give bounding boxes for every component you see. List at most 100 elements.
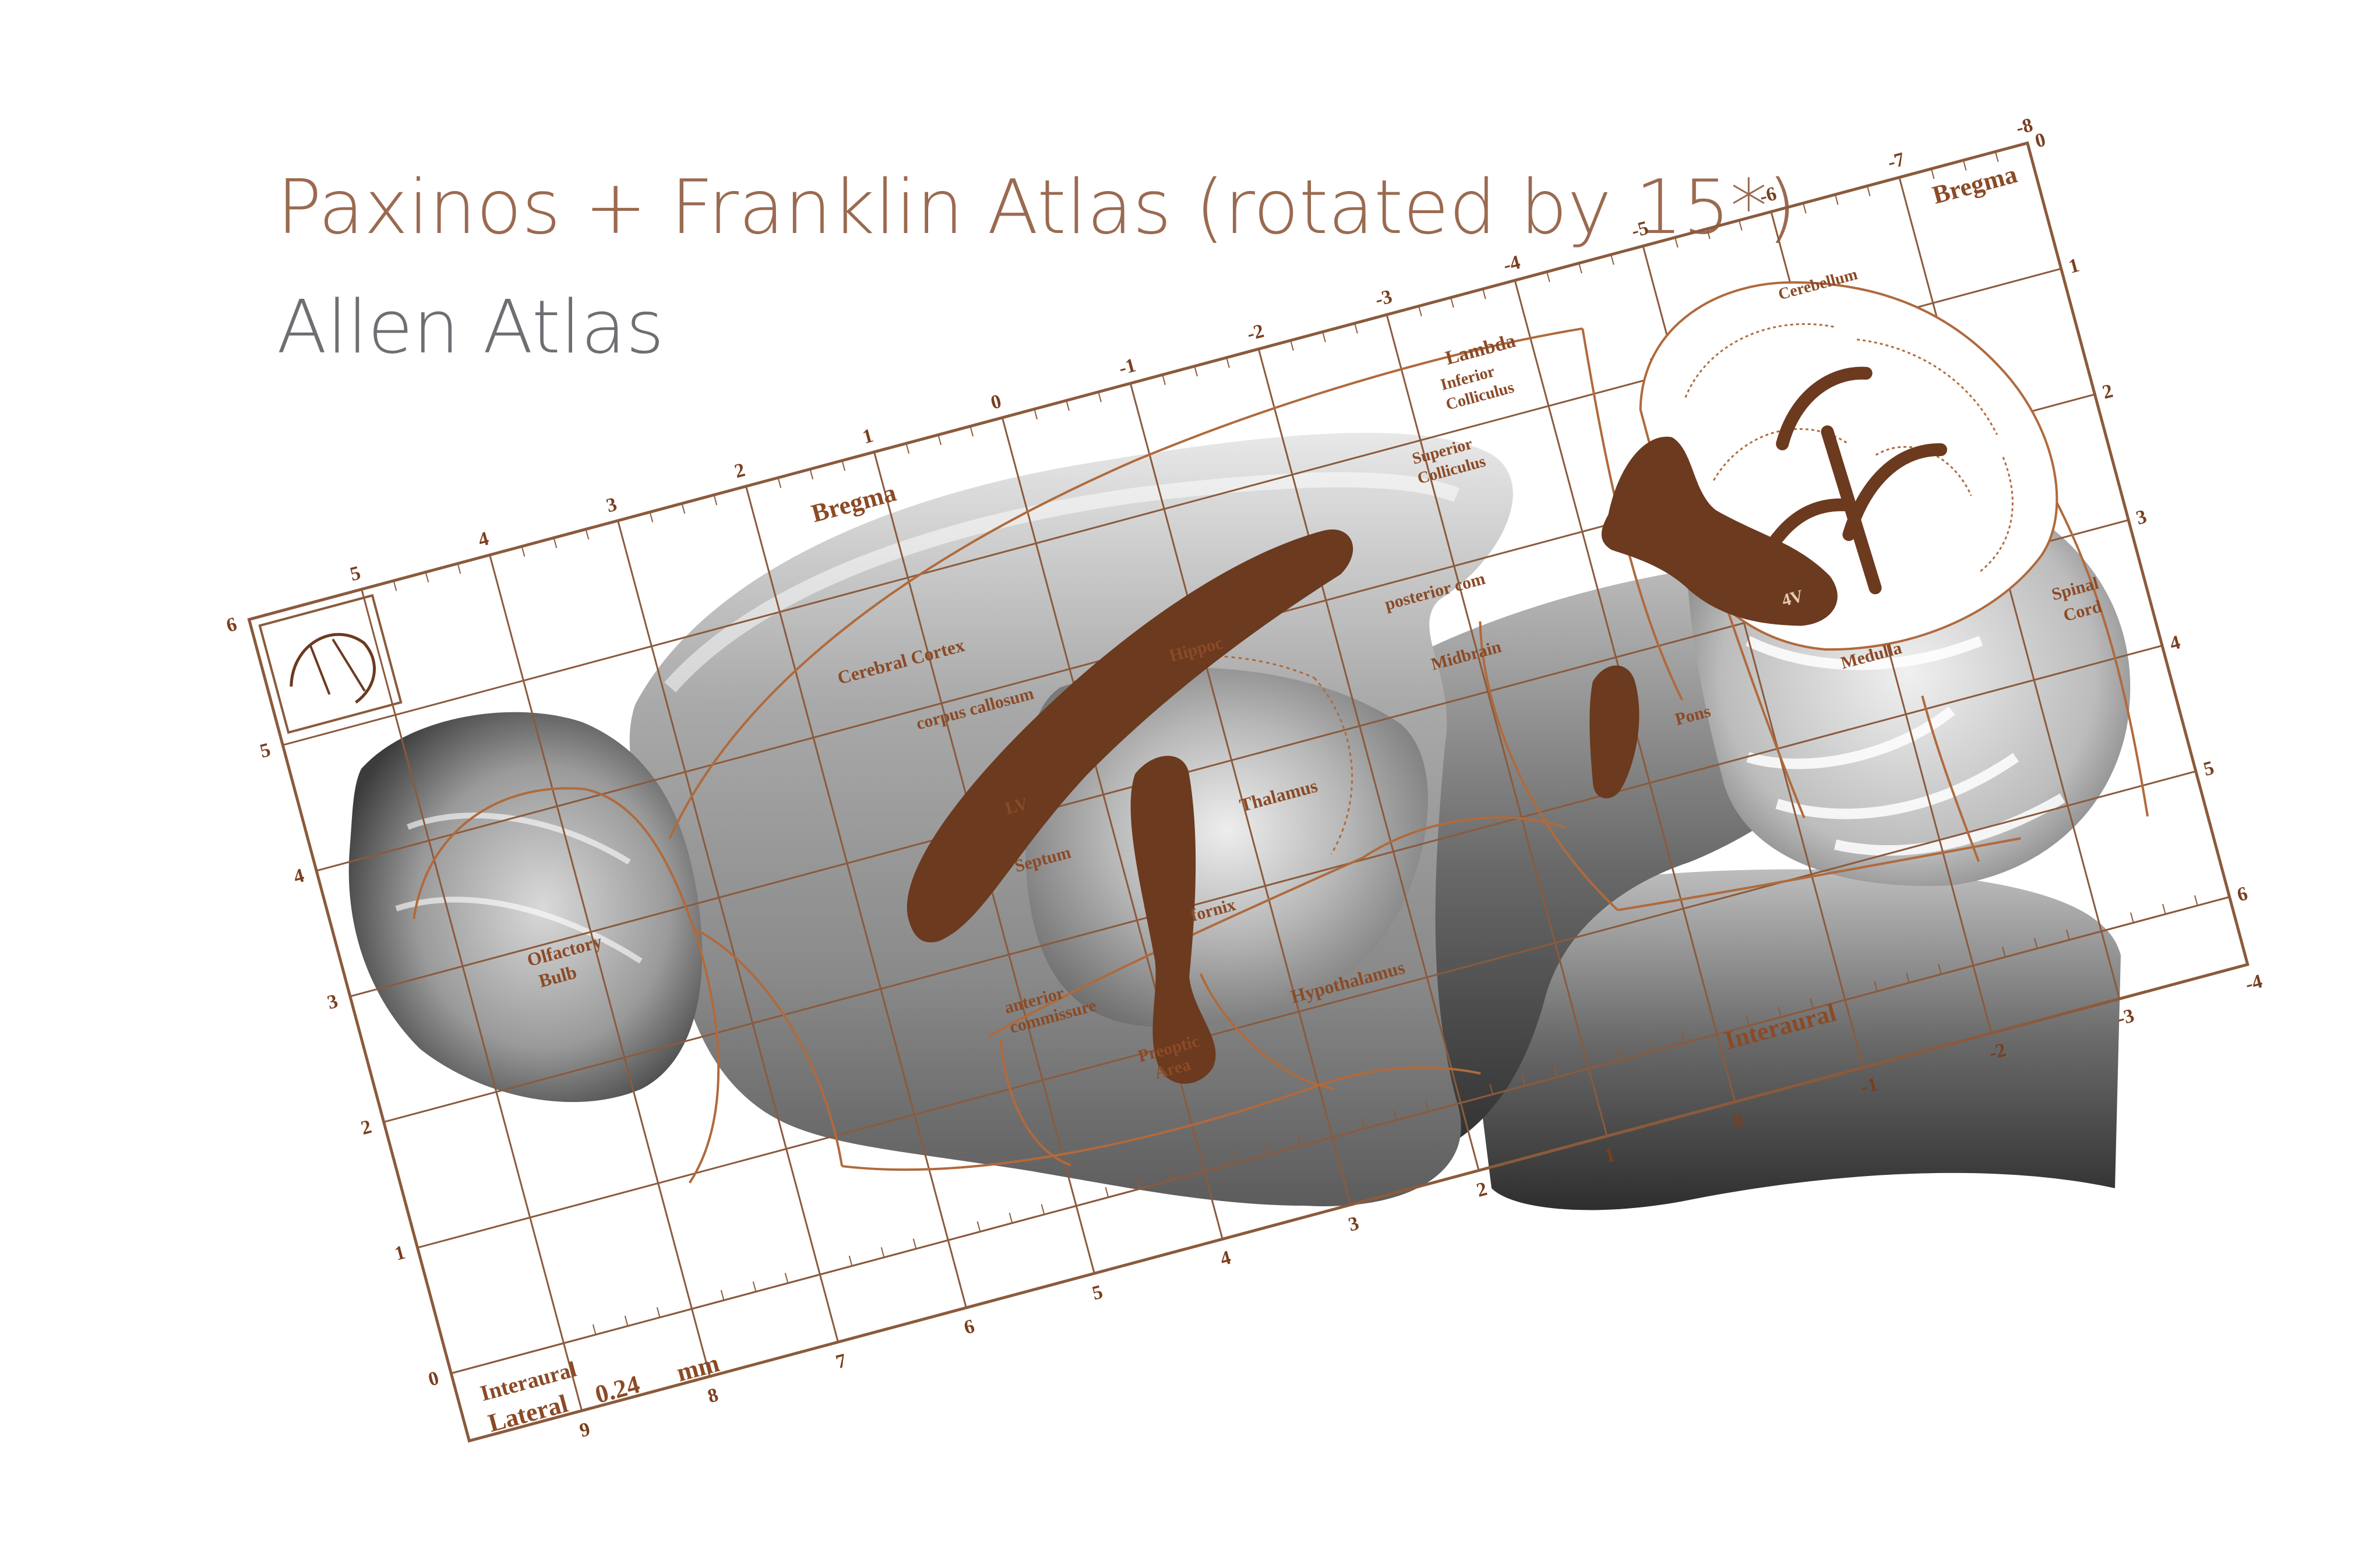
grid-minor-tick: [1329, 1126, 1334, 1138]
grid-minor-tick: [937, 435, 942, 446]
lateral-ventricle: [907, 529, 1353, 942]
grid-minor-tick: [1746, 1015, 1750, 1026]
tick-top: -4: [1501, 252, 1522, 277]
grid-minor-tick: [457, 563, 461, 574]
tick-left: 6: [224, 613, 239, 637]
grid-minor-tick: [1585, 1058, 1589, 1069]
grid-minor-tick: [1649, 1041, 1654, 1052]
grid-minor-tick: [1994, 151, 1999, 162]
grid-minor-tick: [944, 1230, 949, 1241]
tick-top: -1: [1117, 354, 1138, 379]
grid-minor-tick: [1002, 417, 1006, 428]
grid-minor-tick: [1810, 998, 1814, 1009]
tick-right: 0: [2033, 129, 2048, 152]
grid-minor-tick: [1137, 1178, 1141, 1189]
inset-box: [258, 594, 403, 734]
grid-minor-tick: [2130, 912, 2134, 923]
grid-minor-tick: [713, 495, 718, 506]
grid-minor-tick: [1578, 263, 1582, 274]
grid-minor-tick: [841, 460, 846, 471]
tick-bottom: 8: [706, 1384, 721, 1407]
tick-bottom: 7: [834, 1350, 849, 1373]
grid-minor-tick: [1297, 1135, 1302, 1146]
grid-minor-tick: [1906, 972, 1910, 983]
grid-vline: [1129, 383, 1352, 1205]
grid-minor-tick: [592, 1324, 597, 1335]
grid-vline: [2026, 143, 2249, 965]
label-lateral-value: 0.24: [592, 1370, 643, 1409]
grid-minor-tick: [1361, 1118, 1366, 1129]
grid-minor-tick: [1521, 1075, 1525, 1086]
grid-minor-tick: [745, 486, 750, 497]
grid-minor-tick: [784, 1273, 789, 1284]
tick-top: 5: [348, 562, 363, 585]
grid-hline: [383, 645, 2163, 1123]
grid-minor-tick: [1962, 160, 1967, 171]
grid-minor-tick: [585, 529, 590, 540]
grid-minor-tick: [617, 520, 622, 531]
tick-right: 3: [2134, 506, 2149, 529]
grid-minor-tick: [393, 580, 397, 591]
grid-minor-tick: [1866, 186, 1871, 196]
grid-minor-tick: [1842, 990, 1846, 1000]
tick-top: 0: [989, 390, 1004, 414]
tick-top: -3: [1373, 286, 1394, 311]
grid-minor-tick: [489, 555, 493, 566]
tick-right: 5: [2201, 757, 2216, 781]
grid-minor-tick: [1226, 357, 1230, 368]
grid-minor-tick: [521, 546, 526, 557]
grid-minor-tick: [1009, 1213, 1013, 1224]
grid-minor-tick: [1674, 237, 1679, 248]
grid-minor-tick: [681, 503, 686, 514]
grid-minor-tick: [1610, 254, 1614, 265]
grid-minor-tick: [1073, 1195, 1077, 1206]
grid-minor-tick: [1834, 194, 1839, 205]
grid-hline: [417, 770, 2197, 1249]
grid-minor-tick: [976, 1221, 981, 1232]
grid-minor-tick: [2162, 903, 2166, 914]
grid-minor-tick: [688, 1298, 693, 1309]
legend-allen: Allen Atlas: [277, 284, 664, 370]
grid-minor-tick: [1546, 271, 1550, 282]
grid-minor-tick: [1162, 375, 1166, 386]
grid-minor-tick: [2066, 929, 2070, 940]
label-lambda: Lambda: [1443, 330, 1518, 369]
grid-minor-tick: [1802, 203, 1807, 214]
grid-minor-tick: [1514, 280, 1518, 291]
tick-left: 5: [258, 739, 273, 762]
grid-minor-tick: [1482, 288, 1486, 299]
tick-top: -2: [1245, 320, 1266, 345]
grid-vline: [1385, 314, 1608, 1136]
tick-top: -5: [1629, 217, 1651, 242]
tick-bottom: -4: [2243, 970, 2265, 995]
label-unit: mm: [674, 1348, 722, 1387]
grid-minor-tick: [1041, 1204, 1045, 1215]
grid-hline: [450, 896, 2230, 1375]
tick-left: 3: [325, 990, 340, 1013]
grid-vline: [1257, 348, 1480, 1171]
grid-minor-tick: [1930, 168, 1935, 179]
grid-minor-tick: [1393, 1110, 1398, 1121]
grid-minor-tick: [1066, 400, 1070, 411]
grid-minor-tick: [816, 1264, 821, 1275]
tick-top: 4: [476, 528, 491, 551]
tick-top: 3: [604, 493, 619, 517]
tick-top: -7: [1885, 149, 1907, 174]
grid-minor-tick: [1130, 383, 1134, 394]
tick-top: -6: [1757, 183, 1779, 208]
grid-minor-tick: [624, 1315, 629, 1326]
grid-vline: [489, 555, 711, 1377]
tick-bottom: 4: [1218, 1246, 1233, 1270]
tick-left: 0: [426, 1367, 441, 1390]
grid-minor-tick: [1938, 963, 1942, 974]
grid-minor-tick: [1386, 314, 1390, 325]
grid-minor-tick: [2098, 921, 2102, 932]
tick-top: 1: [861, 425, 876, 448]
grid-minor-tick: [1425, 1101, 1430, 1112]
grid-minor-tick: [873, 451, 878, 462]
grid-minor-tick: [425, 571, 429, 582]
aqueduct: [1589, 665, 1640, 799]
ventricles: [907, 436, 1838, 1084]
tick-bottom: 5: [1090, 1281, 1105, 1304]
